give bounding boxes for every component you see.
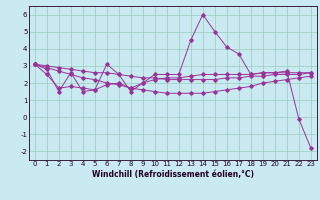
X-axis label: Windchill (Refroidissement éolien,°C): Windchill (Refroidissement éolien,°C) — [92, 170, 254, 179]
